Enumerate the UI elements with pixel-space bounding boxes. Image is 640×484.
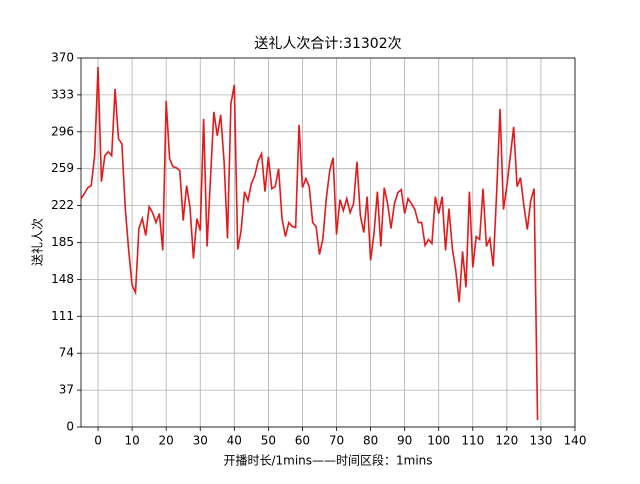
x-tick-label: 40 — [227, 434, 242, 448]
y-tick-label: 148 — [51, 272, 74, 286]
y-tick-label: 222 — [51, 198, 74, 212]
x-tick-label: 120 — [495, 434, 518, 448]
y-tick-label: 185 — [51, 235, 74, 249]
y-axis-label: 送礼人次 — [30, 218, 45, 266]
chart-title: 送礼人次合计:31302次 — [254, 36, 401, 52]
y-tick-label: 333 — [51, 87, 74, 101]
y-tick-label: 74 — [59, 346, 74, 360]
x-tick-label: 20 — [159, 434, 174, 448]
data-line — [80, 66, 539, 421]
x-tick-label: 10 — [124, 434, 139, 448]
x-tick-label: 50 — [261, 434, 276, 448]
y-tick-label: 259 — [51, 161, 74, 175]
y-tick-label: 370 — [51, 51, 74, 65]
x-tick-label: 60 — [295, 434, 310, 448]
x-axis-label: 开播时长/1mins——时间区段：1mins — [223, 453, 432, 468]
plot-frame — [80, 57, 576, 428]
x-tick-label: 70 — [329, 434, 344, 448]
x-tick-label: 30 — [193, 434, 208, 448]
x-tick-label: 100 — [427, 434, 450, 448]
y-tick-label: 37 — [59, 383, 74, 397]
y-tick-label: 0 — [66, 420, 74, 434]
y-tick-label: 111 — [51, 309, 74, 323]
x-tick-label: 80 — [363, 434, 378, 448]
y-tick-label: 296 — [51, 124, 74, 138]
x-tick-label: 130 — [529, 434, 552, 448]
x-tick-label: 110 — [461, 434, 484, 448]
x-tick-label: 0 — [94, 434, 102, 448]
x-tick-label: 90 — [397, 434, 412, 448]
x-tick-label: 140 — [564, 434, 587, 448]
